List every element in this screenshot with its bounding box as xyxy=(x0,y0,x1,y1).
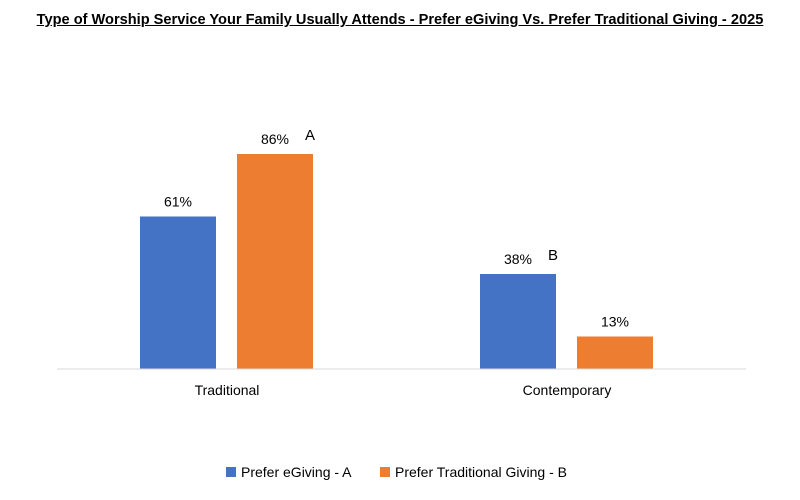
labels-layer: 61% 38% B 86% A 13% Traditional Contemporary xyxy=(164,127,629,398)
annotation-traditional-traditional-giving: A xyxy=(305,127,315,144)
legend-swatch-egiving xyxy=(226,467,236,477)
chart-title: Type of Worship Service Your Family Usua… xyxy=(36,12,764,28)
legend-label-traditional-giving: Prefer Traditional Giving - B xyxy=(395,464,567,480)
legend-swatch-traditional-giving xyxy=(380,467,390,477)
data-label-traditional-egiving: 61% xyxy=(164,194,192,210)
data-label-contemporary-traditional-giving: 13% xyxy=(601,314,629,330)
data-label-traditional-traditional-giving: 86% xyxy=(261,131,289,147)
bar-contemporary-traditional-giving xyxy=(577,336,653,369)
legend-label-egiving: Prefer eGiving - A xyxy=(241,464,352,480)
annotation-contemporary-egiving: B xyxy=(548,247,558,264)
category-label-traditional: Traditional xyxy=(195,382,260,398)
data-label-contemporary-egiving: 38% xyxy=(504,251,532,267)
category-label-contemporary: Contemporary xyxy=(523,382,612,398)
bar-traditional-traditional-giving xyxy=(237,154,313,369)
bars-layer xyxy=(140,154,653,369)
bar-contemporary-egiving xyxy=(480,274,556,369)
bar-traditional-egiving xyxy=(140,216,216,369)
legend: Prefer eGiving - A Prefer Traditional Giv… xyxy=(226,464,567,480)
